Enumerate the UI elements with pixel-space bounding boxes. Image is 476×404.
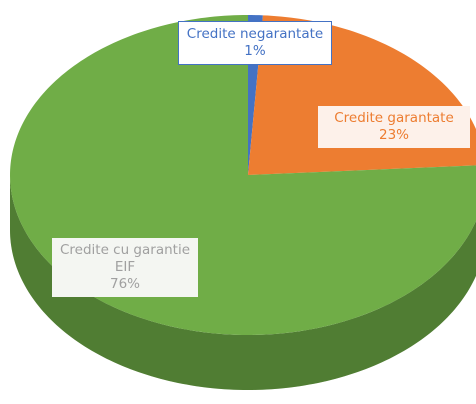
label-value: 76%	[109, 276, 140, 292]
data-label: Credite negarantate 1%	[178, 21, 332, 65]
data-label: Credite cu garantie EIF 76%	[52, 238, 198, 297]
label-name: Credite garantate	[334, 110, 454, 126]
label-name: Credite negarantate	[186, 26, 324, 42]
label-name: Credite cu garantie EIF	[59, 242, 191, 275]
label-value: 1%	[244, 43, 266, 59]
data-label: Credite garantate 23%	[318, 106, 470, 148]
slice-side	[10, 175, 476, 390]
slice-side-shade	[10, 175, 476, 390]
label-value: 23%	[378, 127, 409, 143]
